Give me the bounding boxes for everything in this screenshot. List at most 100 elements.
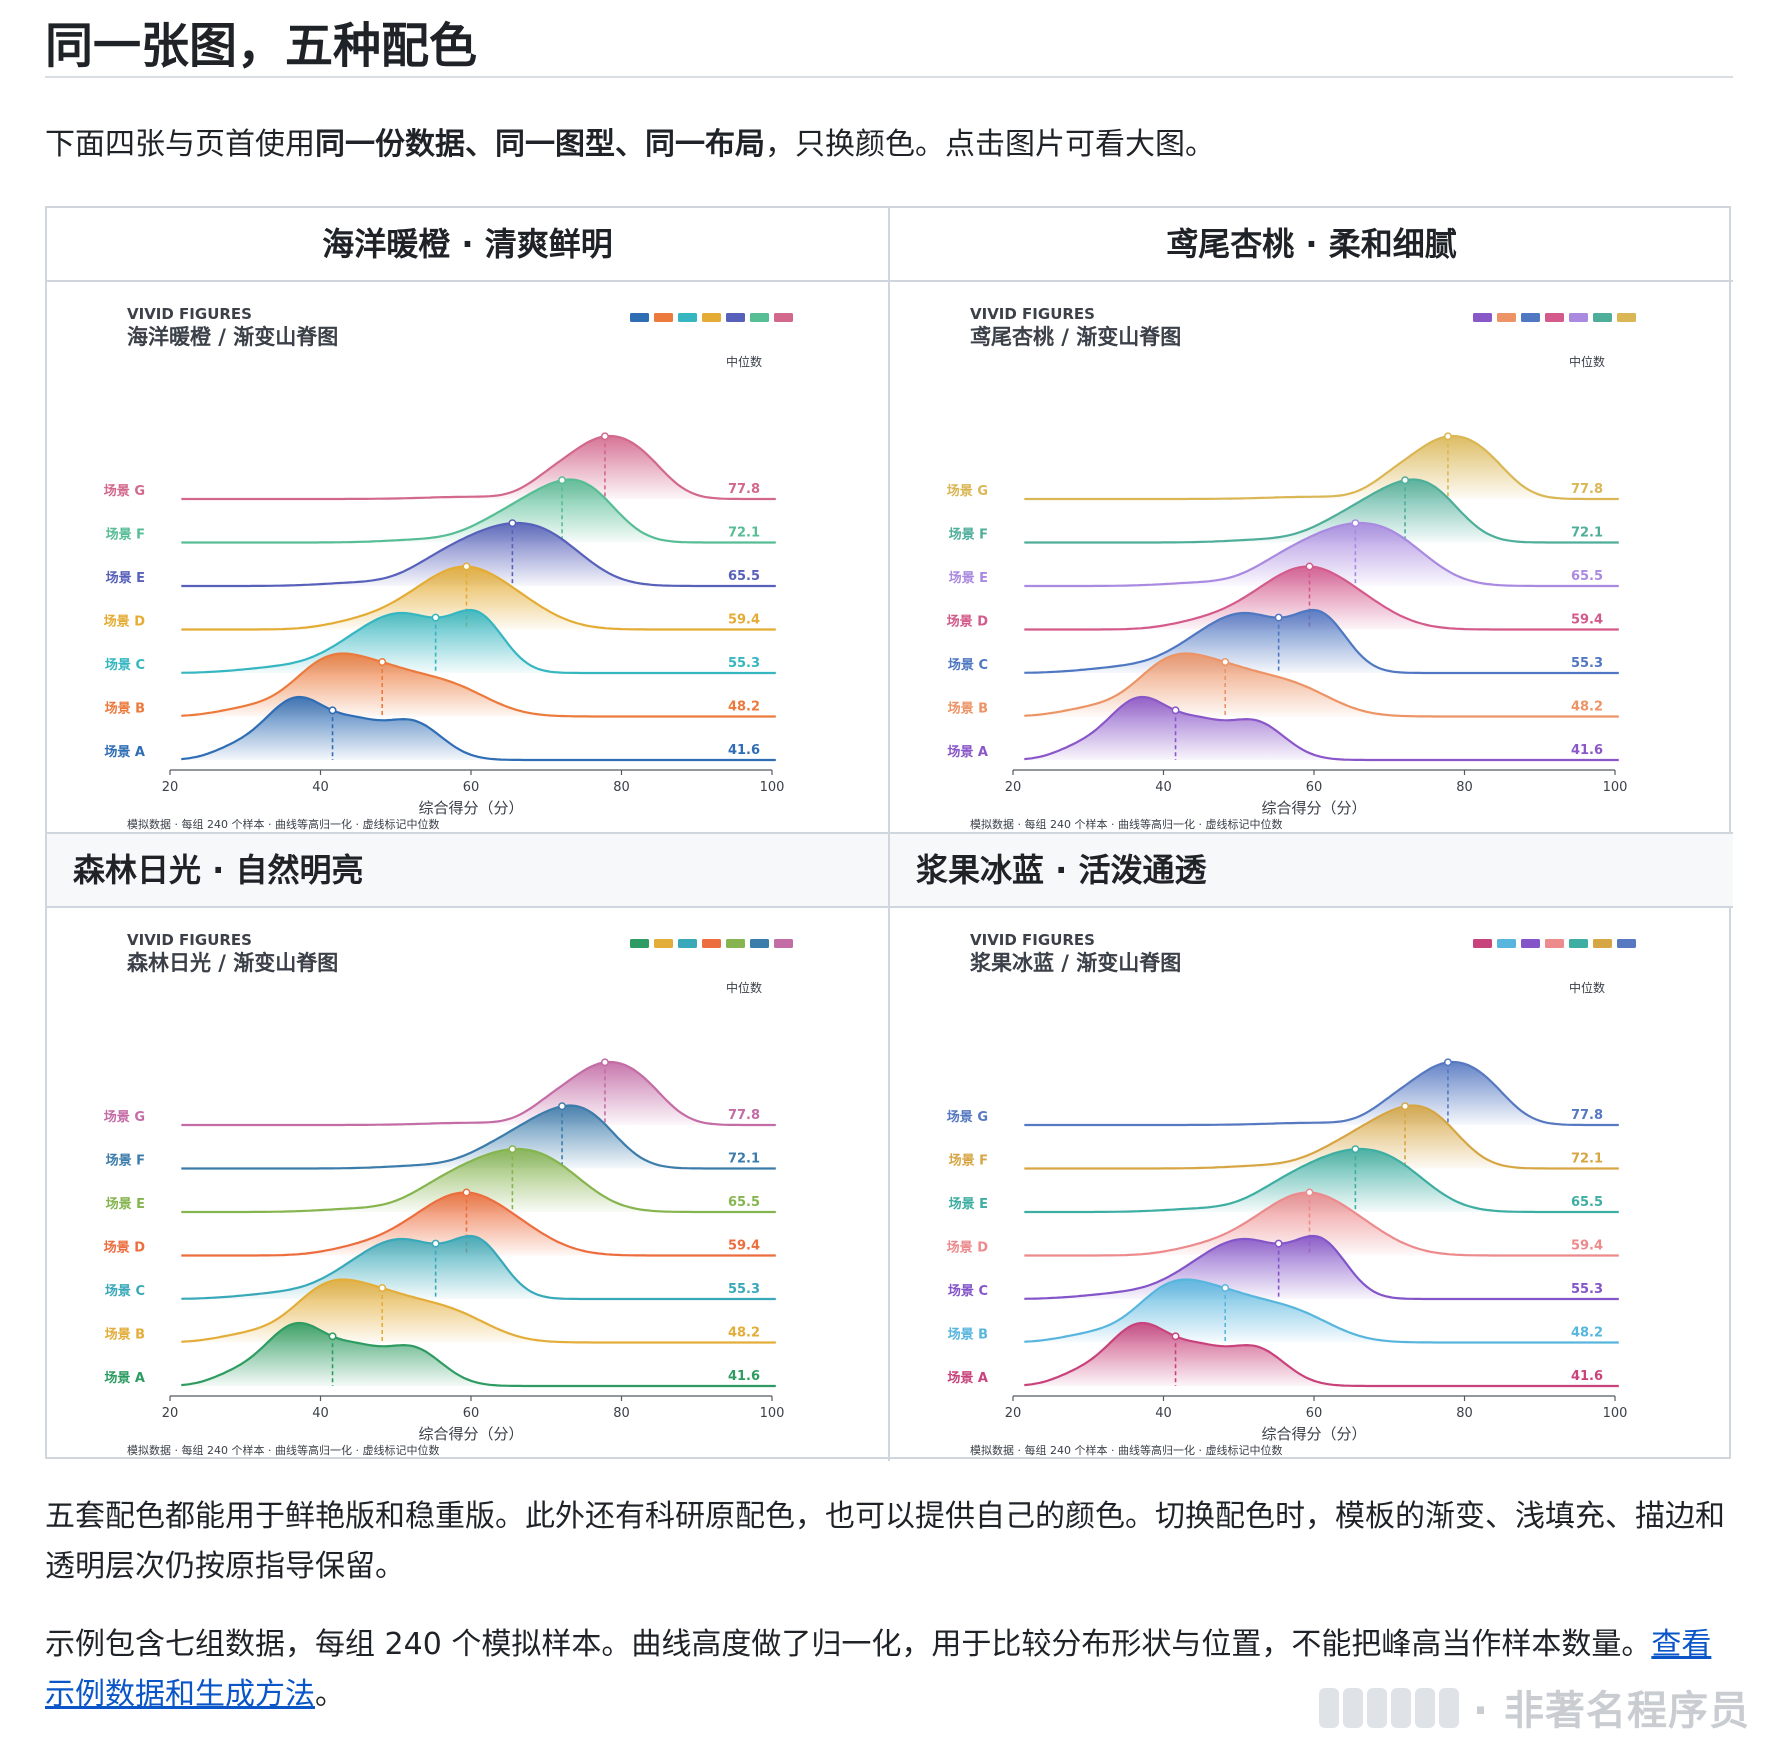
series-label: 场景 C	[105, 1284, 145, 1299]
chart-image[interactable]: VIVID FIGURES 森林日光 / 渐变山脊图 中位数 场景 G 77.8 场景 F…	[47, 908, 888, 1458]
ridge-series: 场景 E 65.5	[949, 1145, 1619, 1214]
ridge-line	[1024, 608, 1619, 675]
median-point	[431, 1239, 440, 1248]
x-tick-label: 20	[1005, 1406, 1022, 1421]
ridge-line	[181, 1321, 776, 1388]
ridge-area	[1024, 653, 1619, 717]
palette-swatch	[1473, 313, 1492, 322]
page-heading: 同一张图，五种配色	[45, 0, 1733, 78]
ridge-area	[1024, 1062, 1619, 1125]
ridge-series: 场景 A 41.6	[947, 1321, 1619, 1388]
palette-swatch	[1593, 939, 1612, 948]
x-tick-label: 60	[463, 780, 480, 795]
chart-footnote: 模拟数据 · 每组 240 个样本 · 曲线等高归一化 · 虚线标记中位数	[970, 817, 1282, 831]
x-tick-label: 80	[613, 1406, 630, 1421]
chart-image[interactable]: VIVID FIGURES 海洋暖橙 / 渐变山脊图 中位数 场景 G 77.8 场景 F…	[47, 282, 888, 832]
palette-swatch	[1473, 939, 1492, 948]
median-point	[1443, 1058, 1452, 1067]
palette-swatch	[774, 313, 793, 322]
median-point	[1443, 432, 1452, 441]
chart-title: 浆果冰蓝 / 渐变山脊图	[970, 951, 1181, 975]
ridge-series: 场景 D 59.4	[104, 562, 776, 631]
panel-heading: 森林日光 · 自然明亮	[47, 834, 888, 908]
ridge-area	[181, 523, 776, 586]
ridge-area	[181, 1105, 776, 1169]
chart-title: 海洋暖橙 / 渐变山脊图	[127, 325, 338, 349]
chart-image[interactable]: VIVID FIGURES 浆果冰蓝 / 渐变山脊图 中位数 场景 G 77.8 场景 F…	[890, 908, 1731, 1458]
median-point	[462, 562, 471, 571]
ridge-line	[1024, 1147, 1619, 1214]
median-value: 59.4	[728, 1239, 760, 1254]
palette-swatch	[630, 939, 649, 948]
median-value: 55.3	[728, 1282, 760, 1297]
median-value: 48.2	[1571, 700, 1603, 715]
ridge-area	[1024, 523, 1619, 586]
ridge-area	[1024, 1149, 1619, 1212]
ridge-area	[1024, 1192, 1619, 1256]
median-value: 65.5	[728, 569, 760, 584]
median-point	[508, 1145, 517, 1154]
panel-heading: 浆果冰蓝 · 活泼通透	[890, 834, 1733, 908]
ridge-series: 场景 E 65.5	[106, 519, 776, 588]
series-label: 场景 G	[947, 484, 988, 499]
palette-swatch	[1545, 313, 1564, 322]
chart-footnote: 模拟数据 · 每组 240 个样本 · 曲线等高归一化 · 虚线标记中位数	[127, 1443, 439, 1457]
median-value: 72.1	[728, 1152, 760, 1167]
ridge-series: 场景 B 48.2	[105, 1278, 776, 1344]
median-point	[1221, 1284, 1230, 1292]
palette-swatch	[1617, 313, 1636, 322]
panel-forest: 森林日光 · 自然明亮 VIVID FIGURES 森林日光 / 渐变山脊图 中位数…	[47, 834, 890, 1461]
x-axis-label: 综合得分（分）	[418, 799, 523, 817]
ridge-area	[181, 1236, 776, 1299]
ridge-area	[1024, 479, 1619, 543]
ridge-area	[1024, 610, 1619, 673]
palette-swatch	[1497, 939, 1516, 948]
x-tick-label: 40	[312, 1406, 329, 1421]
ridge-series: 场景 D 59.4	[947, 562, 1619, 631]
median-point	[1351, 1145, 1360, 1154]
ridge-line	[1024, 434, 1619, 501]
ridge-series: 场景 C 55.3	[948, 608, 1619, 675]
x-tick-label: 60	[1306, 780, 1323, 795]
ridge-series: 场景 F 72.1	[106, 1102, 776, 1170]
x-tick-label: 100	[760, 1406, 785, 1421]
series-label: 场景 A	[104, 1371, 145, 1386]
palette-swatch	[750, 313, 769, 322]
x-axis-label: 综合得分（分）	[1261, 799, 1366, 817]
median-value: 41.6	[728, 1369, 760, 1384]
palette-swatch	[750, 939, 769, 948]
median-value: 77.8	[728, 1108, 760, 1123]
median-value: 59.4	[1571, 1239, 1603, 1254]
median-point	[1171, 706, 1180, 715]
median-point	[1274, 613, 1283, 622]
chart-image[interactable]: VIVID FIGURES 鸢尾杏桃 / 渐变山脊图 中位数 场景 G 77.8 场景 F…	[890, 282, 1731, 832]
ridge-line	[1024, 478, 1619, 544]
ridge-series: 场景 G 77.8	[104, 1058, 776, 1127]
ridge-area	[1024, 1105, 1619, 1169]
ridge-area	[1024, 1236, 1619, 1299]
series-label: 场景 B	[105, 1328, 145, 1343]
ridge-series: 场景 A 41.6	[947, 695, 1619, 762]
palette-swatch	[1593, 313, 1612, 322]
median-value: 65.5	[728, 1195, 760, 1210]
median-value: 65.5	[1571, 569, 1603, 584]
chart-footnote: 模拟数据 · 每组 240 个样本 · 曲线等高归一化 · 虚线标记中位数	[970, 1443, 1282, 1457]
ridge-line	[1024, 1321, 1619, 1388]
ridge-line	[181, 1147, 776, 1214]
palette-swatch	[1569, 313, 1588, 322]
palette-swatch	[726, 313, 745, 322]
panel-berry: 浆果冰蓝 · 活泼通透 VIVID FIGURES 浆果冰蓝 / 渐变山脊图 中位数…	[890, 834, 1733, 1461]
x-tick-label: 100	[1603, 1406, 1628, 1421]
intro-bold: 同一份数据、同一图型、同一布局	[315, 127, 765, 162]
series-label: 场景 A	[947, 745, 988, 760]
ridge-line	[181, 521, 776, 588]
ridge-series: 场景 C 55.3	[948, 1234, 1619, 1301]
series-label: 场景 G	[104, 484, 145, 499]
median-value: 41.6	[728, 743, 760, 758]
x-tick-label: 80	[1456, 1406, 1473, 1421]
sample-data-link[interactable]: 查看示例数据和生成方法	[45, 1627, 1712, 1712]
ridge-area	[181, 610, 776, 673]
series-label: 场景 G	[947, 1110, 988, 1125]
median-value: 55.3	[1571, 1282, 1603, 1297]
ridge-area	[181, 1279, 776, 1343]
